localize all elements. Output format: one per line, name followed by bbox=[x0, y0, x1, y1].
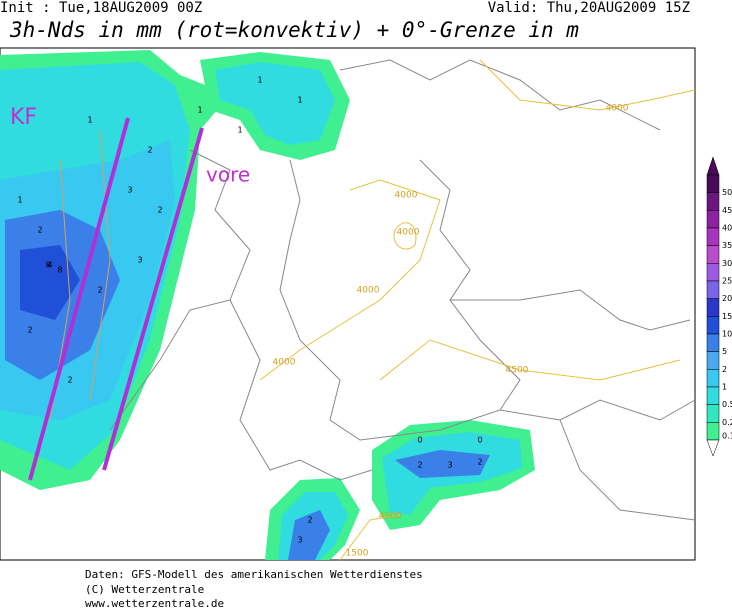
precip-area bbox=[288, 510, 330, 560]
borders bbox=[109, 59, 696, 521]
annotation: KF bbox=[10, 105, 37, 130]
grid-value: 2 bbox=[97, 286, 102, 295]
front-line bbox=[102, 127, 204, 471]
contour bbox=[379, 339, 681, 381]
grid-value: 1 bbox=[197, 106, 202, 115]
contour-label: 1500 bbox=[346, 549, 369, 559]
grid-value: 2 bbox=[67, 376, 72, 385]
border bbox=[559, 419, 696, 521]
footer-line: Daten: GFS-Modell des amerikanischen Wet… bbox=[85, 568, 423, 581]
color-bar-label: 50 bbox=[722, 188, 732, 197]
grid-value: 2 bbox=[417, 461, 422, 470]
border bbox=[499, 399, 696, 421]
annotation: vore bbox=[206, 163, 250, 187]
footer-line: www.wetterzentrale.de bbox=[85, 597, 224, 609]
precip-area bbox=[215, 62, 335, 145]
color-bar-label: 40 bbox=[722, 224, 732, 233]
color-swatch bbox=[706, 316, 720, 335]
color-bar-label: 15 bbox=[722, 312, 732, 321]
grid-value: 2 bbox=[157, 206, 162, 215]
color-bar-label: 45 bbox=[722, 206, 732, 215]
color-bar-label: 30 bbox=[722, 259, 732, 268]
color-swatch bbox=[706, 245, 720, 264]
color-swatch bbox=[706, 298, 720, 317]
contours bbox=[49, 59, 696, 561]
contour bbox=[339, 514, 401, 561]
grid-value: 8 bbox=[45, 261, 50, 270]
color-swatch bbox=[706, 280, 720, 299]
color-bar-label: 35 bbox=[722, 241, 732, 250]
grid-value: 2 bbox=[147, 146, 152, 155]
border bbox=[229, 299, 373, 481]
grid-value: 2 bbox=[307, 516, 312, 525]
grid-value: 1 bbox=[297, 96, 302, 105]
coastline bbox=[339, 59, 661, 131]
grid-value: 0 bbox=[477, 436, 482, 445]
contour-label: 4000 bbox=[606, 104, 629, 114]
border bbox=[279, 159, 521, 441]
grid-value: 1 bbox=[257, 76, 262, 85]
contour bbox=[259, 179, 441, 381]
coastline bbox=[109, 149, 251, 431]
color-swatch bbox=[706, 210, 720, 229]
precip-area bbox=[20, 245, 80, 320]
grid-value: 3 bbox=[297, 536, 302, 545]
contour-label: 4000 bbox=[395, 191, 418, 201]
grid-value: 1 bbox=[237, 126, 242, 135]
color-bar-label: 0.1 bbox=[722, 432, 732, 441]
color-bar-label: 25 bbox=[722, 277, 732, 286]
color-swatch bbox=[706, 369, 720, 388]
color-swatch bbox=[706, 333, 720, 352]
color-swatch bbox=[706, 422, 720, 441]
color-bar-label: 0.2 bbox=[722, 418, 732, 427]
contour-label: 4000 bbox=[397, 228, 420, 238]
contour-labels: 4000 4000 4000 4000 4000 4500 4500 1500 bbox=[273, 104, 629, 559]
valid-time: Valid: Thu,20AUG2009 15Z bbox=[488, 0, 690, 16]
color-bar-label: 2 bbox=[722, 365, 727, 374]
color-bar-label: 1 bbox=[722, 383, 727, 392]
contour bbox=[393, 222, 417, 250]
border bbox=[450, 289, 691, 331]
front-line bbox=[28, 117, 130, 481]
color-swatch bbox=[706, 386, 720, 405]
color-bar-label: 0.5 bbox=[722, 400, 732, 409]
color-swatch bbox=[706, 404, 720, 423]
contour-label: 4500 bbox=[379, 512, 402, 522]
grid-value: 2 bbox=[37, 226, 42, 235]
grid-value: 4 bbox=[47, 261, 52, 270]
grid-value: 2 bbox=[27, 326, 32, 335]
map-title: 3h-Nds in mm (rot=konvektiv) + 0°-Grenze… bbox=[9, 18, 579, 42]
color-swatch bbox=[706, 174, 720, 193]
contour bbox=[479, 59, 696, 111]
grid-value: 1 bbox=[17, 196, 22, 205]
grid-value: 3 bbox=[127, 186, 132, 195]
contour-label: 4000 bbox=[357, 286, 380, 296]
color-bar-label: 5 bbox=[722, 347, 727, 356]
color-bar: 50 45 40 35 30 25 20 15 10 5 2 1 0.5 0.2 0.1 bbox=[706, 156, 732, 457]
color-swatch bbox=[706, 263, 720, 282]
grid-value: 0 bbox=[417, 436, 422, 445]
footer-line: (C) Wetterzentrale bbox=[85, 583, 204, 596]
grid-value: 2 bbox=[477, 458, 482, 467]
init-time: Init : Tue,18AUG2009 00Z bbox=[0, 0, 202, 16]
color-swatch bbox=[706, 227, 720, 246]
contour-label: 4500 bbox=[506, 366, 529, 376]
color-bar-cap bbox=[706, 439, 720, 457]
grid-value: 1 bbox=[87, 116, 92, 125]
grid-values: 1 2 488 2 3 2 1 1 1 1 1 2 3 2 2 3 2 2 3 2 0 0 bbox=[17, 76, 482, 545]
color-swatch bbox=[706, 351, 720, 370]
contour-label: 4000 bbox=[273, 358, 296, 368]
color-bar-label: 10 bbox=[722, 330, 732, 339]
precip-area bbox=[395, 450, 490, 478]
map: KF vore bbox=[0, 47, 696, 561]
grid-value: 8 bbox=[57, 266, 62, 275]
color-bar-label: 20 bbox=[722, 294, 732, 303]
grid-value: 3 bbox=[447, 461, 452, 470]
color-bar-cap bbox=[706, 156, 720, 176]
color-swatch bbox=[706, 192, 720, 211]
grid-value: 3 bbox=[137, 256, 142, 265]
